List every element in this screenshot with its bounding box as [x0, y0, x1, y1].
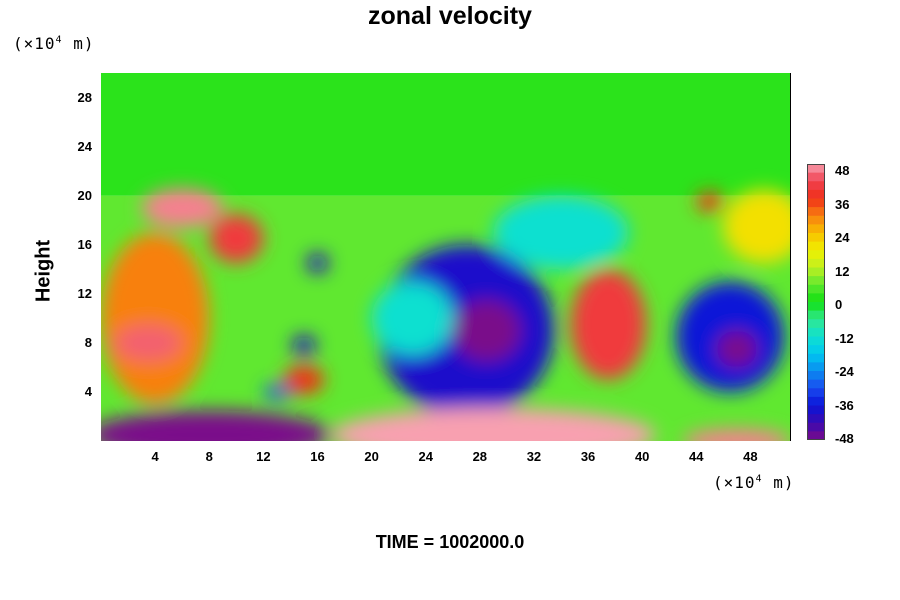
colorbar-segment	[807, 233, 825, 243]
y-axis-label: Height	[32, 239, 55, 303]
colorbar-segment	[807, 276, 825, 286]
x-tick-label: 40	[634, 449, 650, 464]
colorbar-segment	[807, 396, 825, 406]
colorbar-segment	[807, 207, 825, 217]
heatmap-feature-9	[101, 410, 331, 441]
x-tick-label: 4	[151, 449, 159, 464]
x-tick-label: 8	[205, 449, 213, 464]
heatmap-feature-15	[263, 384, 291, 400]
colorbar-segment	[807, 414, 825, 424]
colorbar-segment	[807, 353, 825, 363]
heatmap-feature-14	[291, 335, 317, 356]
colorbar-segment	[807, 371, 825, 381]
colorbar-segment	[807, 336, 825, 346]
heatmap-svg	[101, 73, 791, 441]
colorbar-segment	[807, 181, 825, 191]
colorbar-segment	[807, 224, 825, 234]
x-tick-label: 28	[472, 449, 488, 464]
colorbar-segment	[807, 302, 825, 312]
colorbar-segment	[807, 362, 825, 372]
heatmap-feature-17	[493, 195, 629, 270]
heatmap-feature-11	[682, 428, 791, 441]
colorbar-segment	[807, 258, 825, 268]
heatmap-feature-18	[723, 189, 791, 264]
heatmap-feature-13	[283, 364, 325, 395]
colorbar-segment	[807, 164, 825, 174]
y-tick-label: 28	[77, 89, 92, 105]
heatmap-feature-1	[141, 188, 223, 228]
colorbar-tick-label: 48	[835, 163, 850, 178]
colorbar-segment	[807, 284, 825, 294]
colorbar-segment	[807, 250, 825, 260]
colorbar-segment	[807, 198, 825, 208]
time-label: TIME = 1002000.0	[375, 532, 525, 552]
y-tick-label: 8	[84, 334, 92, 350]
colorbar-segment	[807, 319, 825, 329]
colorbar-segment	[807, 422, 825, 432]
layer-above-20	[101, 73, 791, 196]
colorbar-svg	[807, 164, 825, 441]
x-tick-label: 44	[689, 449, 704, 464]
colorbar-tick-label: 0	[835, 297, 843, 312]
chart-title: zonal velocity	[368, 2, 532, 30]
x-tick-label: 32	[526, 449, 542, 464]
colorbar-segment	[807, 405, 825, 415]
y-tick-label: 16	[77, 236, 92, 252]
colorbar-tick-label: -12	[835, 330, 854, 346]
heatmap-feature-8	[716, 330, 758, 368]
x-tick-label: 16	[310, 449, 325, 464]
colorbar-border	[807, 164, 825, 440]
x-unit-label: (×104 m)	[713, 473, 795, 492]
heatmap-feature-0	[101, 232, 210, 405]
x-tick-label: 36	[580, 449, 596, 464]
colorbar-segment	[807, 327, 825, 337]
heatmap-feature-12	[371, 281, 453, 356]
heatmap-feature-19	[696, 191, 724, 212]
colorbar-segment	[807, 172, 825, 182]
colorbar-tick-label: 24	[835, 230, 850, 245]
colorbar-tick-label: 12	[835, 263, 850, 279]
colorbar-segment	[807, 431, 825, 441]
colorbar-segment	[807, 379, 825, 389]
heatmap-plot-area	[101, 73, 791, 441]
heatmap-feature-10	[331, 407, 656, 441]
colorbar-tick-label: -24	[835, 364, 854, 379]
colorbar-tick-label: -48	[835, 431, 854, 446]
x-tick-label: 12	[256, 449, 271, 464]
colorbar-segment	[807, 267, 825, 277]
colorbar-tick-label: -36	[835, 397, 854, 413]
y-tick-label: 24	[77, 138, 92, 154]
colorbar-segment	[807, 189, 825, 199]
heatmap-feature-3	[114, 324, 183, 362]
y-tick-label: 4	[84, 383, 92, 399]
y-tick-label: 20	[77, 187, 92, 203]
colorbar-segment	[807, 293, 825, 303]
colorbar-segment	[807, 388, 825, 398]
colorbar-segment	[807, 345, 825, 355]
heatmap-feature-6	[570, 269, 647, 380]
colorbar-segment	[807, 310, 825, 320]
colorbar-segment	[807, 241, 825, 251]
heatmap-feature-2	[209, 214, 264, 264]
x-tick-label: 20	[364, 449, 379, 464]
y-unit-label: (×104 m)	[13, 34, 95, 53]
colorbar-tick-label: 36	[835, 196, 850, 212]
heatmap-feature-16	[306, 253, 329, 273]
heatmap-feature-5	[452, 299, 521, 362]
x-tick-label: 48	[743, 449, 758, 464]
x-tick-label: 24	[418, 449, 433, 464]
y-tick-label: 12	[77, 285, 92, 301]
colorbar-segment	[807, 215, 825, 225]
colorbar	[807, 164, 825, 441]
